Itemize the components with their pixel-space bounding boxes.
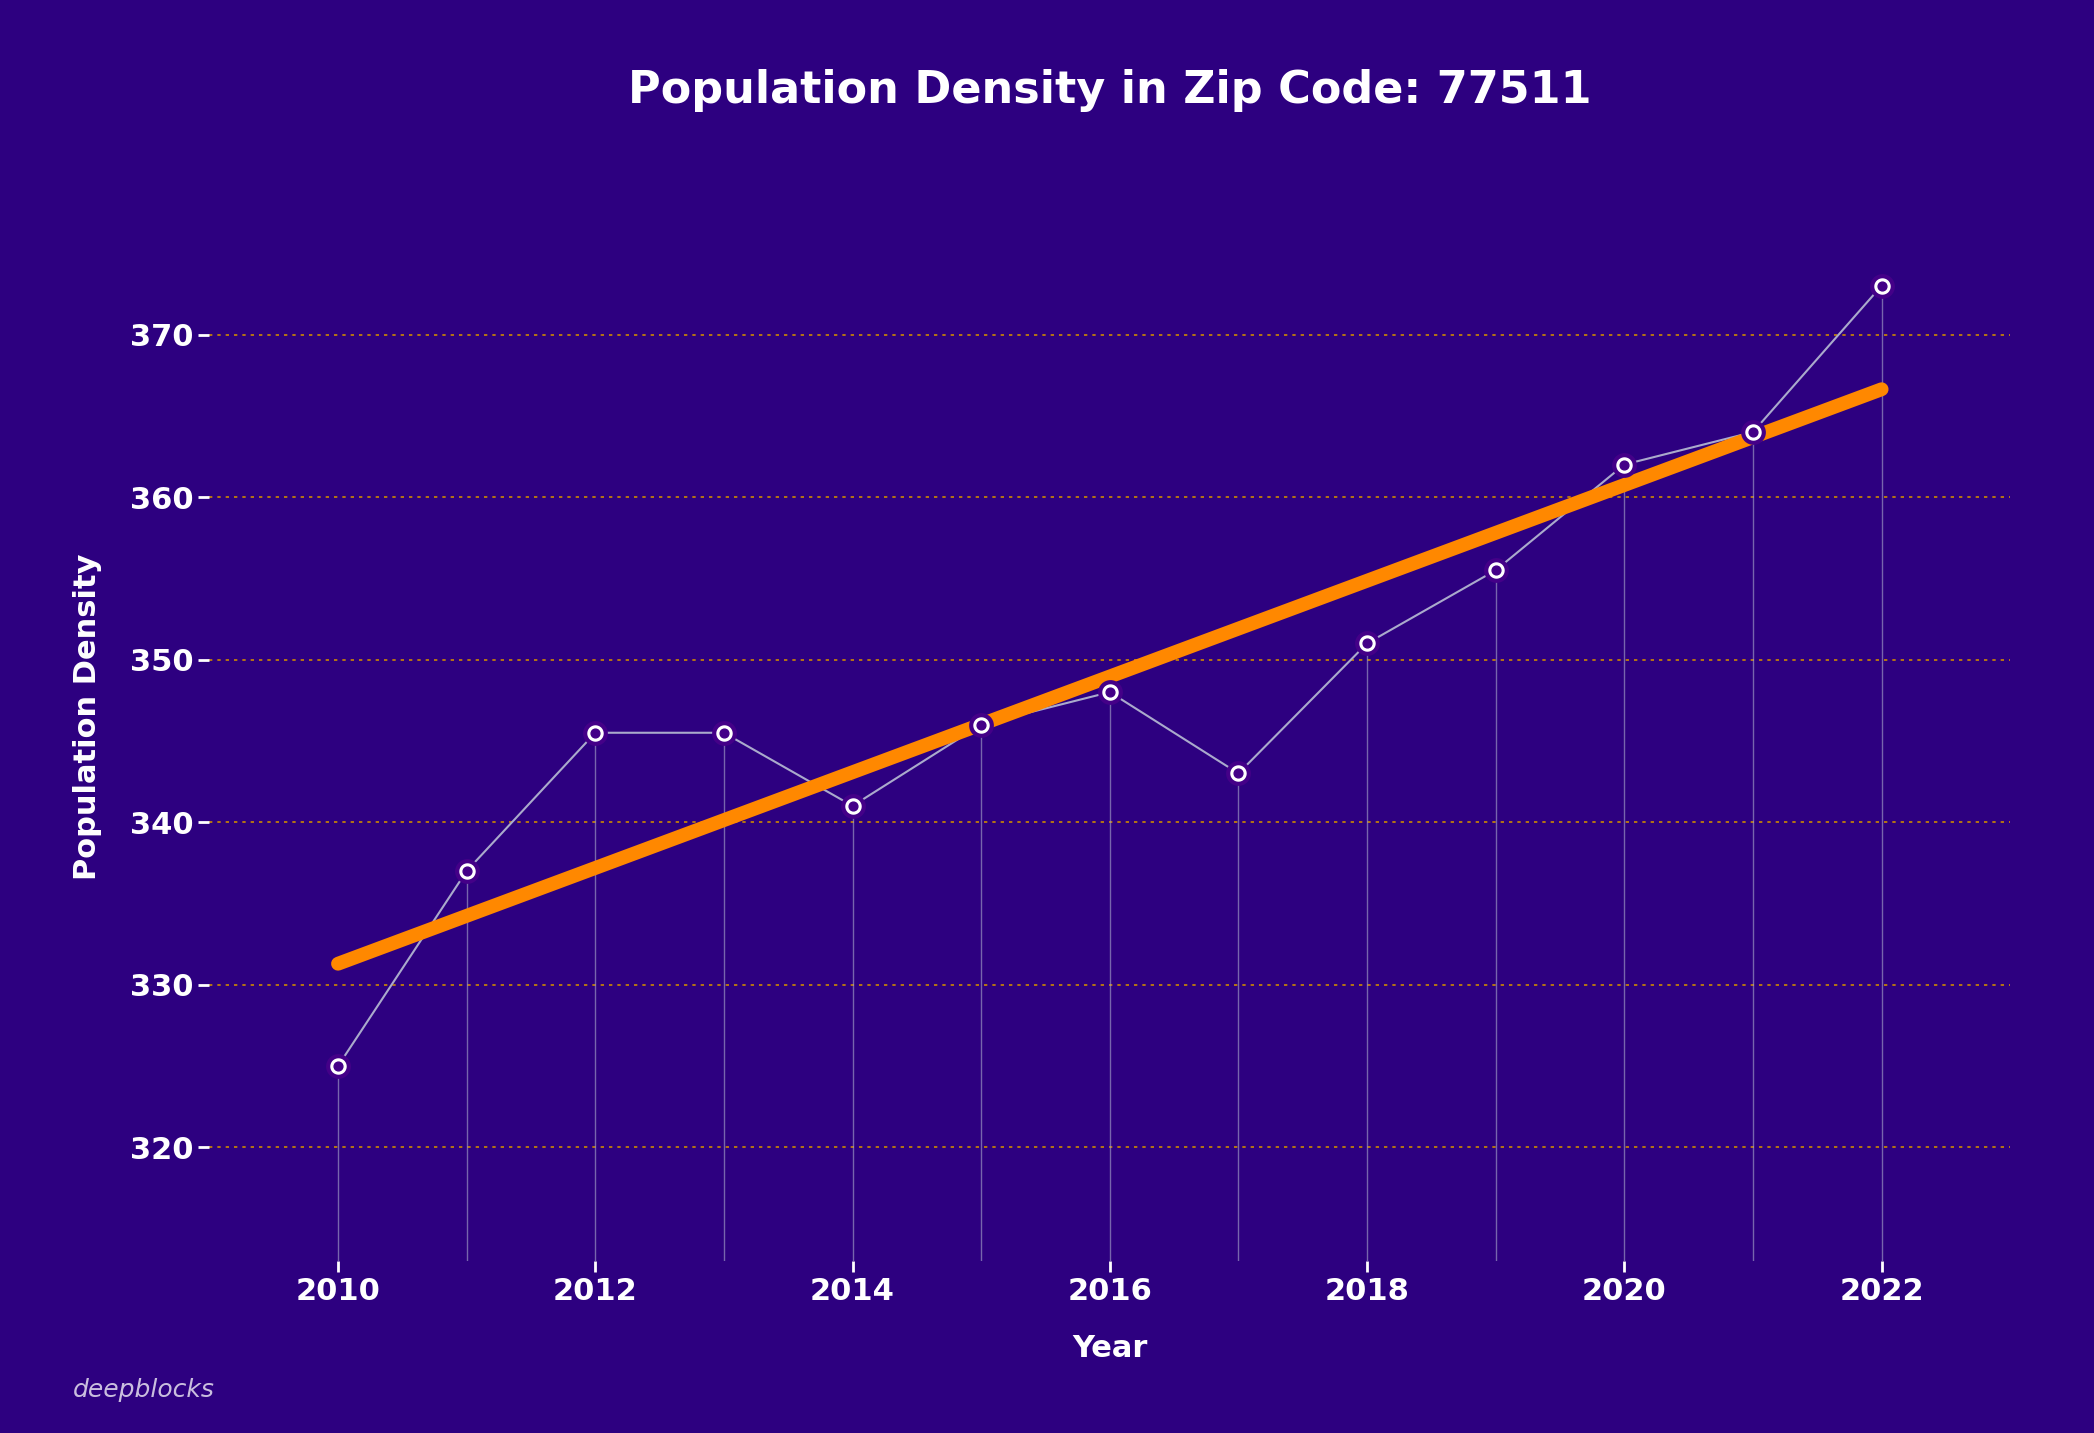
Point xyxy=(965,714,999,737)
Point xyxy=(965,714,999,737)
Point xyxy=(1866,274,1899,297)
Point xyxy=(708,721,741,744)
Point xyxy=(1093,681,1127,704)
Point xyxy=(450,860,484,883)
Point xyxy=(320,1055,354,1078)
Point xyxy=(1736,420,1769,443)
X-axis label: Year: Year xyxy=(1072,1334,1148,1363)
Point xyxy=(708,721,741,744)
Text: deepblocks: deepblocks xyxy=(73,1379,216,1401)
Point xyxy=(578,721,611,744)
Point xyxy=(450,860,484,883)
Point xyxy=(1866,274,1899,297)
Point xyxy=(1478,559,1512,582)
Point xyxy=(1608,453,1642,476)
Point xyxy=(1351,632,1384,655)
Point xyxy=(1221,762,1254,785)
Point xyxy=(320,1055,354,1078)
Point xyxy=(1478,559,1512,582)
Point xyxy=(1736,420,1769,443)
Y-axis label: Population Density: Population Density xyxy=(73,553,103,880)
Point xyxy=(836,794,869,817)
Title: Population Density in Zip Code: 77511: Population Density in Zip Code: 77511 xyxy=(628,69,1591,112)
Point xyxy=(1221,762,1254,785)
Point xyxy=(1093,681,1127,704)
Point xyxy=(836,794,869,817)
Point xyxy=(578,721,611,744)
Point xyxy=(1608,453,1642,476)
Point xyxy=(1351,632,1384,655)
